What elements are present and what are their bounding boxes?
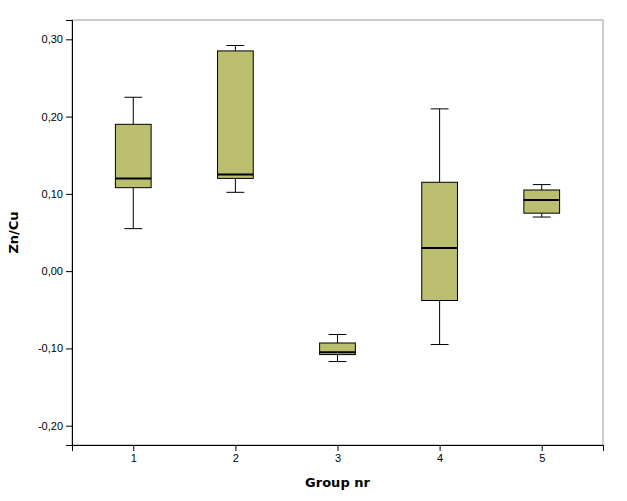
whisker-low xyxy=(235,178,236,192)
whisker-high xyxy=(235,46,236,51)
cap-low xyxy=(226,192,244,193)
y-axis-title: Zn/Cu xyxy=(6,211,21,253)
tick-mark xyxy=(133,445,134,451)
y-tick: -0,10 xyxy=(38,342,72,354)
box-plot xyxy=(320,335,356,362)
y-tick: -0,20 xyxy=(38,420,72,432)
x-axis: 1 2 3 4 5 xyxy=(73,445,604,464)
tick-mark xyxy=(338,445,339,451)
whisker-high xyxy=(439,109,440,182)
whisker-high xyxy=(133,97,134,124)
axis-line xyxy=(66,21,73,446)
tick-label: 2 xyxy=(233,452,239,464)
tick-mark xyxy=(66,426,72,427)
tick-mark xyxy=(235,445,236,451)
cap-high xyxy=(124,97,142,98)
whisker-low xyxy=(337,355,338,362)
tick-label: -0,10 xyxy=(38,342,63,354)
x-tick: 1 xyxy=(131,445,137,464)
tick-label: 0,00 xyxy=(42,265,63,277)
box xyxy=(524,190,560,213)
tick-mark xyxy=(66,39,72,40)
tick-label: 0,20 xyxy=(42,111,63,123)
tick-mark xyxy=(66,271,72,272)
cap-low xyxy=(329,361,347,362)
tick-mark xyxy=(66,194,72,195)
cap-low xyxy=(533,217,551,218)
whisker-low xyxy=(439,301,440,345)
tick-label: 0,10 xyxy=(42,188,63,200)
plot-frame xyxy=(72,20,603,445)
cap-low xyxy=(431,344,449,345)
tick-label: 3 xyxy=(335,452,341,464)
median xyxy=(524,199,560,201)
whisker-high xyxy=(337,335,338,344)
median xyxy=(115,177,151,179)
tick-label: 4 xyxy=(437,452,443,464)
box xyxy=(115,124,151,187)
box-plot xyxy=(422,109,458,345)
box-plot xyxy=(218,46,254,193)
tick-label: 5 xyxy=(539,452,545,464)
chart: 1 2 3 4 5 -0,20 -0,10 0,00 0,10 0,20 0,30 Group nr Z… xyxy=(0,0,627,501)
tick-mark xyxy=(66,117,72,118)
tick-mark xyxy=(542,445,543,451)
tick-label: 0,30 xyxy=(42,33,63,45)
box-plot xyxy=(524,185,560,217)
plot: 1 2 3 4 5 -0,20 -0,10 0,00 0,10 0,20 0,30 xyxy=(38,20,604,464)
box xyxy=(218,51,254,179)
whisker-high xyxy=(541,185,542,190)
x-tick: 5 xyxy=(539,445,545,464)
cap-low xyxy=(124,228,142,229)
tick-label: -0,20 xyxy=(38,420,63,432)
marks xyxy=(115,46,559,362)
cap-high xyxy=(533,184,551,185)
cap-high xyxy=(329,334,347,335)
whisker-low xyxy=(133,188,134,229)
y-axis: -0,20 -0,10 0,00 0,10 0,20 0,30 xyxy=(38,21,73,446)
median xyxy=(218,174,254,176)
cap-high xyxy=(431,108,449,109)
box-plot xyxy=(115,97,151,228)
cap-high xyxy=(226,45,244,46)
tick-mark xyxy=(440,445,441,451)
tick-mark xyxy=(66,348,72,349)
y-tick: 0,30 xyxy=(42,33,72,45)
y-tick: 0,20 xyxy=(42,111,72,123)
whisker-low xyxy=(541,213,542,217)
y-tick: 0,10 xyxy=(42,188,72,200)
tick-label: 1 xyxy=(131,452,137,464)
median xyxy=(320,351,356,353)
x-tick: 3 xyxy=(335,445,341,464)
box xyxy=(422,182,458,300)
x-tick: 2 xyxy=(233,445,239,464)
median xyxy=(422,247,458,249)
axis-line xyxy=(73,446,604,452)
x-tick: 4 xyxy=(437,445,443,464)
y-tick: 0,00 xyxy=(42,265,72,277)
x-axis-title: Group nr xyxy=(305,475,370,490)
box xyxy=(320,343,356,355)
